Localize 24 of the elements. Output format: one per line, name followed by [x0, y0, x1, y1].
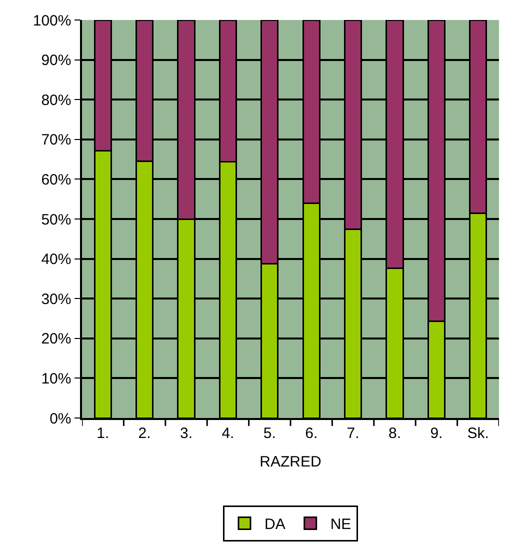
y-tick-label: 60% [41, 171, 72, 188]
y-tick-label: 40% [41, 251, 72, 268]
x-tick-label: 7. [346, 424, 360, 442]
y-tick-label: 90% [41, 52, 72, 70]
y-tick-label: 30% [41, 290, 72, 308]
x-axis-title: RAZRED [260, 453, 322, 470]
x-tick-label: 8. [388, 424, 402, 442]
x-tick-label: 6. [305, 424, 318, 442]
x-tick-label: 4. [222, 424, 234, 442]
y-tick-label: 50% [41, 211, 72, 228]
x-tick-label: 5. [263, 424, 276, 442]
x-tick-label: 3. [180, 424, 193, 442]
x-tick-label: 2. [138, 424, 151, 442]
legend-label: DA [264, 516, 286, 534]
x-tick-label: 1. [96, 424, 110, 442]
y-tick-label: 100% [32, 12, 72, 30]
y-tick-label: 70% [41, 132, 72, 149]
x-tick-label: Sk. [467, 424, 489, 442]
y-tick-label: 0% [50, 410, 72, 428]
x-tick-label: 9. [430, 424, 443, 442]
y-tick-label: 10% [41, 370, 72, 388]
legend-label: NE [330, 516, 352, 534]
y-tick-label: 20% [41, 330, 72, 348]
y-tick-label: 80% [41, 92, 72, 109]
